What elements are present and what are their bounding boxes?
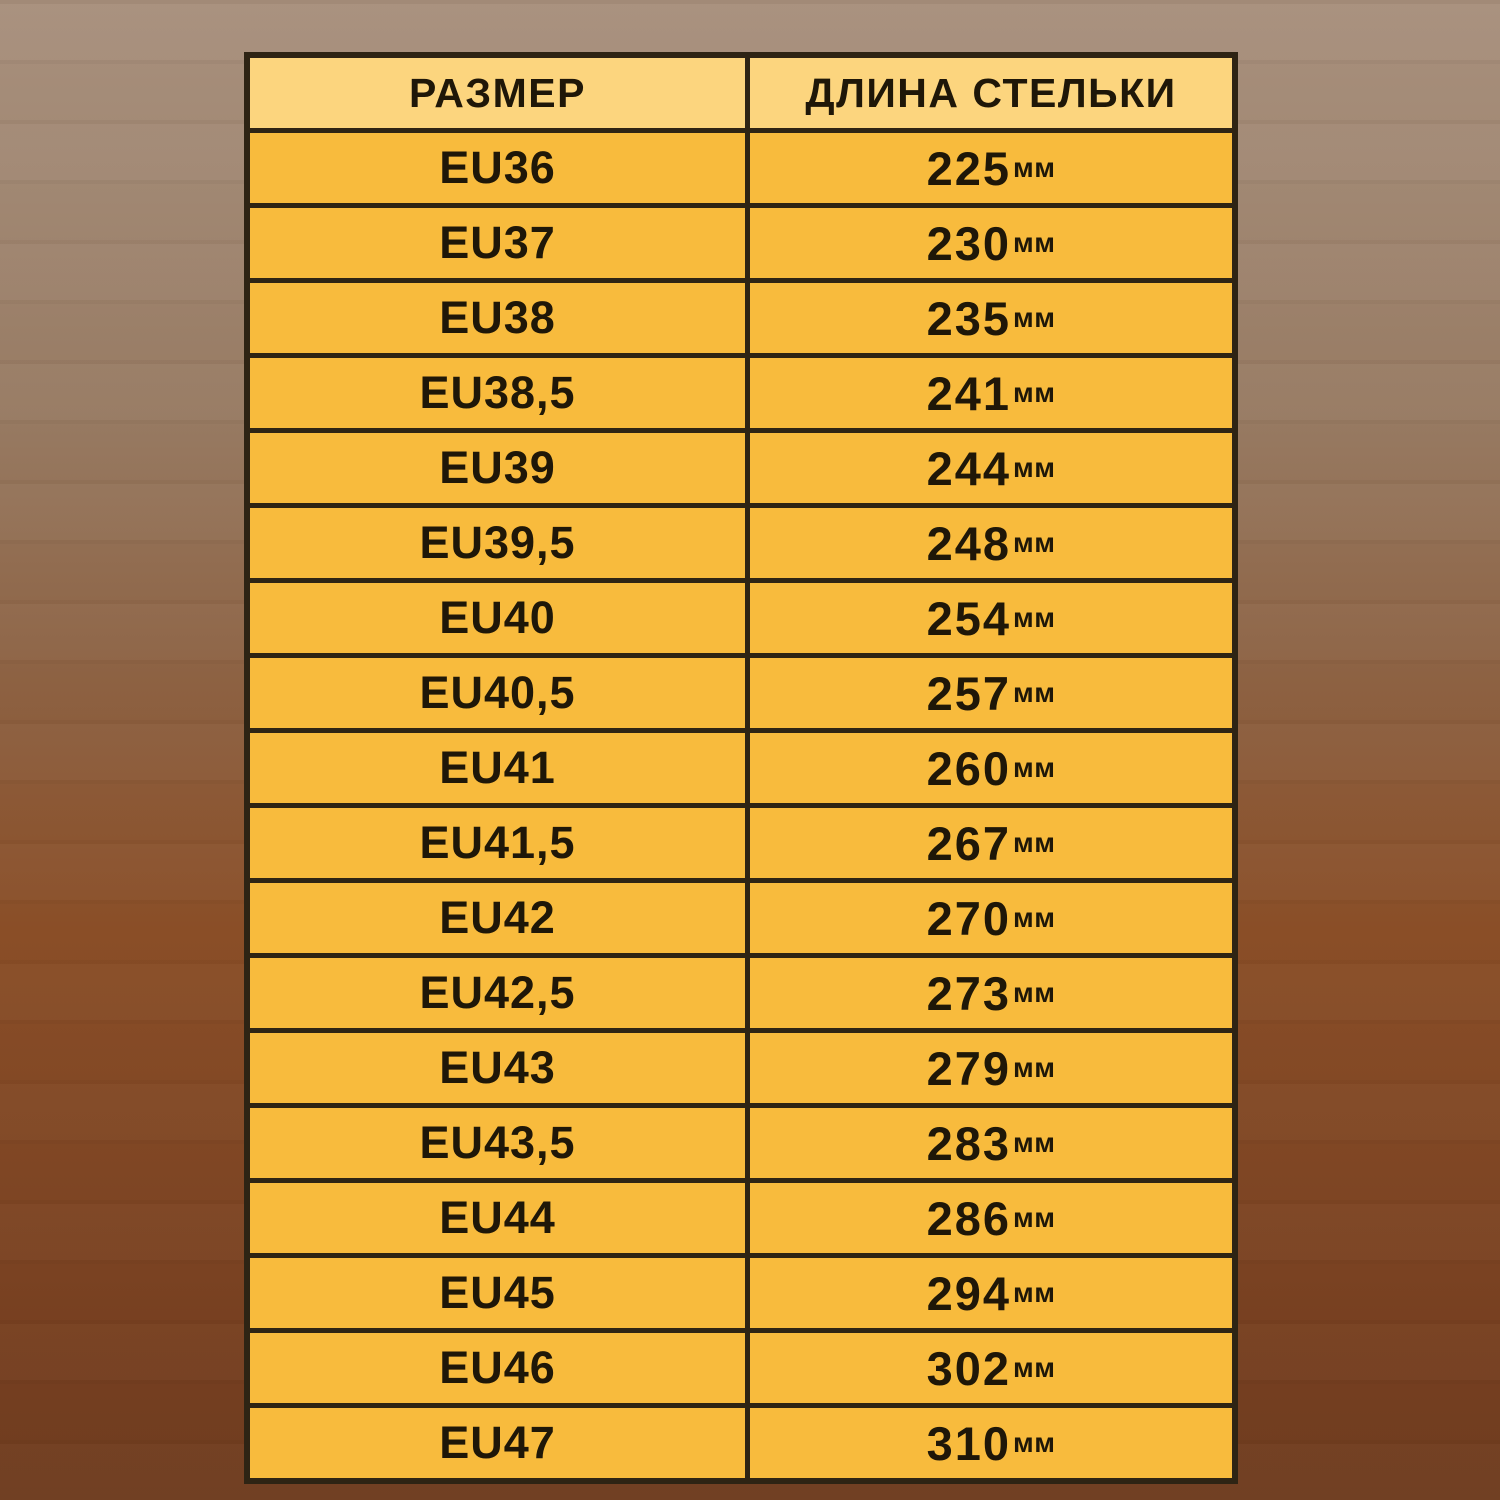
length-value: 310 [926, 1416, 1011, 1470]
length-unit: мм [1012, 452, 1056, 483]
table-row: EU41,5 267 мм [250, 803, 1232, 878]
length-value: 244 [926, 441, 1011, 495]
length-value: 230 [926, 216, 1011, 270]
table-row: EU40,5 257 мм [250, 653, 1232, 728]
length-value: 286 [926, 1191, 1011, 1245]
size-cell: EU41,5 [250, 808, 750, 878]
size-cell: EU47 [250, 1408, 750, 1478]
length-value: 294 [926, 1266, 1011, 1320]
table-header-row: РАЗМЕР ДЛИНА СТЕЛЬКИ [250, 58, 1232, 128]
size-cell: EU43,5 [250, 1108, 750, 1178]
table-row: EU39,5 248 мм [250, 503, 1232, 578]
length-cell: 230 мм [750, 208, 1232, 278]
table-row: EU45 294 мм [250, 1253, 1232, 1328]
length-unit: мм [1012, 152, 1056, 183]
length-cell: 257 мм [750, 658, 1232, 728]
size-cell: EU45 [250, 1258, 750, 1328]
length-unit: мм [1012, 377, 1056, 408]
length-unit: мм [1012, 527, 1056, 558]
size-cell: EU39,5 [250, 508, 750, 578]
length-value: 235 [926, 291, 1011, 345]
size-cell: EU38,5 [250, 358, 750, 428]
length-unit: мм [1012, 1277, 1056, 1308]
length-value: 279 [926, 1041, 1011, 1095]
column-header-insole-length: ДЛИНА СТЕЛЬКИ [750, 58, 1232, 128]
table-row: EU44 286 мм [250, 1178, 1232, 1253]
table-row: EU41 260 мм [250, 728, 1232, 803]
size-cell: EU42,5 [250, 958, 750, 1028]
length-unit: мм [1012, 902, 1056, 933]
length-cell: 254 мм [750, 583, 1232, 653]
size-cell: EU40 [250, 583, 750, 653]
length-value: 267 [926, 816, 1011, 870]
length-unit: мм [1012, 827, 1056, 858]
size-cell: EU42 [250, 883, 750, 953]
length-cell: 225 мм [750, 133, 1232, 203]
size-cell: EU46 [250, 1333, 750, 1403]
length-cell: 267 мм [750, 808, 1232, 878]
table-row: EU39 244 мм [250, 428, 1232, 503]
table-row: EU46 302 мм [250, 1328, 1232, 1403]
length-unit: мм [1012, 1427, 1056, 1458]
length-value: 302 [926, 1341, 1011, 1395]
length-unit: мм [1012, 1127, 1056, 1158]
length-unit: мм [1012, 1202, 1056, 1233]
length-unit: мм [1012, 602, 1056, 633]
length-unit: мм [1012, 1052, 1056, 1083]
length-value: 241 [926, 366, 1011, 420]
size-cell: EU44 [250, 1183, 750, 1253]
length-unit: мм [1012, 752, 1056, 783]
size-cell: EU40,5 [250, 658, 750, 728]
size-cell: EU36 [250, 133, 750, 203]
length-cell: 248 мм [750, 508, 1232, 578]
column-header-size: РАЗМЕР [250, 58, 750, 128]
length-cell: 244 мм [750, 433, 1232, 503]
length-cell: 279 мм [750, 1033, 1232, 1103]
size-cell: EU38 [250, 283, 750, 353]
table-row: EU38 235 мм [250, 278, 1232, 353]
length-unit: мм [1012, 302, 1056, 333]
size-cell: EU39 [250, 433, 750, 503]
length-cell: 310 мм [750, 1408, 1232, 1478]
table-row: EU40 254 мм [250, 578, 1232, 653]
table-row: EU42 270 мм [250, 878, 1232, 953]
length-value: 260 [926, 741, 1011, 795]
table-row: EU37 230 мм [250, 203, 1232, 278]
size-cell: EU41 [250, 733, 750, 803]
shoe-size-chart: РАЗМЕР ДЛИНА СТЕЛЬКИ EU36 225 мм EU37 230… [244, 52, 1238, 1484]
table-row: EU42,5 273 мм [250, 953, 1232, 1028]
table-row: EU43 279 мм [250, 1028, 1232, 1103]
length-cell: 302 мм [750, 1333, 1232, 1403]
length-value: 248 [926, 516, 1011, 570]
length-unit: мм [1012, 677, 1056, 708]
table-row: EU36 225 мм [250, 128, 1232, 203]
length-value: 283 [926, 1116, 1011, 1170]
length-cell: 273 мм [750, 958, 1232, 1028]
table-row: EU38,5 241 мм [250, 353, 1232, 428]
length-cell: 235 мм [750, 283, 1232, 353]
table-row: EU43,5 283 мм [250, 1103, 1232, 1178]
table-row: EU47 310 мм [250, 1403, 1232, 1478]
size-cell: EU37 [250, 208, 750, 278]
length-cell: 286 мм [750, 1183, 1232, 1253]
length-cell: 270 мм [750, 883, 1232, 953]
length-value: 225 [926, 141, 1011, 195]
length-cell: 283 мм [750, 1108, 1232, 1178]
length-value: 270 [926, 891, 1011, 945]
length-cell: 260 мм [750, 733, 1232, 803]
length-unit: мм [1012, 977, 1056, 1008]
length-unit: мм [1012, 227, 1056, 258]
size-cell: EU43 [250, 1033, 750, 1103]
length-cell: 294 мм [750, 1258, 1232, 1328]
length-value: 254 [926, 591, 1011, 645]
length-unit: мм [1012, 1352, 1056, 1383]
length-value: 257 [926, 666, 1011, 720]
length-value: 273 [926, 966, 1011, 1020]
length-cell: 241 мм [750, 358, 1232, 428]
